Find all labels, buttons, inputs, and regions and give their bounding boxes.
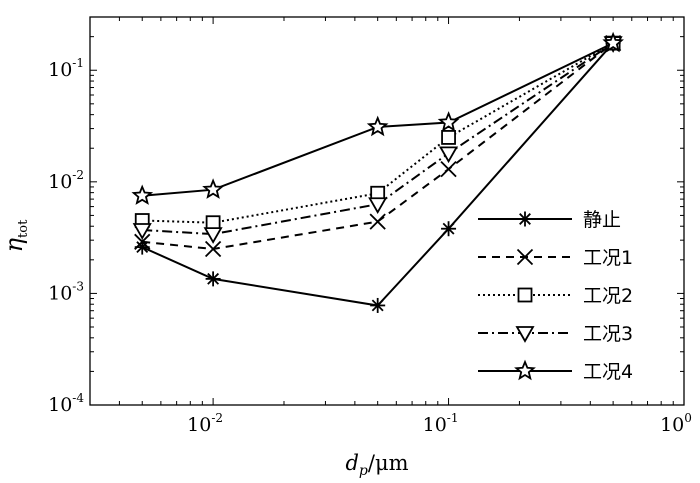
data-point <box>366 115 389 137</box>
legend-marker <box>517 211 533 227</box>
x-stroke <box>516 248 534 266</box>
data-point <box>134 233 151 250</box>
y-tick-label: 10-4 <box>48 391 84 416</box>
x-tick-label-exp: -2 <box>211 411 223 425</box>
data-point <box>202 178 225 199</box>
series-line <box>142 42 614 236</box>
x-tick-label-base: 10 <box>423 414 447 436</box>
y-tick-label: 10-1 <box>48 56 84 81</box>
x-axis-label: dp/μm <box>345 451 408 478</box>
x-axis-label-unit: /μm <box>368 451 409 475</box>
series-4 <box>132 36 623 244</box>
data-point <box>368 197 388 215</box>
data-point <box>439 146 459 164</box>
data-point <box>203 227 223 244</box>
x-axis-label-sub: p <box>359 463 368 478</box>
asterisk-stroke <box>442 222 455 235</box>
x-tick-label: 10-2 <box>187 411 223 436</box>
data-point <box>204 240 222 258</box>
square-shape <box>517 287 533 303</box>
x-stroke <box>440 160 457 178</box>
legend-item: 工况1 <box>478 247 633 269</box>
data-point <box>441 130 456 145</box>
series-group <box>131 31 624 313</box>
data-point <box>437 111 460 132</box>
y-tick-label-exp: -1 <box>72 56 84 70</box>
legend-label: 工况4 <box>583 361 633 383</box>
triangle-shape <box>515 326 535 343</box>
star-shape <box>437 111 460 132</box>
x-tick-label-exp: -1 <box>447 411 459 425</box>
legend-marker <box>514 359 536 381</box>
data-point <box>370 297 386 313</box>
triangle-shape <box>203 227 223 244</box>
x-tick-label: 10-1 <box>423 411 459 436</box>
x-stroke <box>134 233 151 250</box>
y-tick-label-exp: -2 <box>72 168 84 182</box>
series-2 <box>134 34 622 258</box>
y-tick-label: 10-3 <box>48 279 84 304</box>
y-axis-label-main: η <box>0 237 28 252</box>
y-tick-label-exp: -3 <box>72 279 84 293</box>
series-line <box>141 42 614 307</box>
y-tick-label-base: 10 <box>48 59 72 81</box>
y-axis-label-sub: tot <box>16 219 31 238</box>
x-tick-label-exp: 0 <box>684 411 692 425</box>
x-tick-label-base: 10 <box>187 414 211 436</box>
star-shape <box>131 184 154 205</box>
legend-marker <box>517 287 533 303</box>
legend-item: 工况3 <box>478 323 633 345</box>
legend-label: 静止 <box>583 209 621 231</box>
asterisk-stroke <box>207 272 220 285</box>
legend-item: 工况4 <box>478 359 633 383</box>
legend-item: 静止 <box>478 209 621 231</box>
asterisk-stroke <box>136 241 149 254</box>
legend-label: 工况3 <box>583 323 633 345</box>
legend-label: 工况2 <box>583 285 633 307</box>
legend-label: 工况1 <box>583 247 633 269</box>
y-tick-label-exp: -4 <box>72 391 84 405</box>
plot-frame <box>89 16 685 406</box>
y-tick-label-base: 10 <box>48 394 72 416</box>
square-shape <box>441 130 456 145</box>
x-stroke <box>204 240 222 258</box>
y-axis-label: ηtot <box>0 219 31 252</box>
x-stroke <box>369 213 386 230</box>
data-point <box>131 184 154 205</box>
data-point <box>205 271 221 287</box>
data-point <box>441 221 457 237</box>
star-shape <box>602 31 624 53</box>
asterisk-stroke <box>371 299 384 312</box>
data-point <box>369 213 386 230</box>
series-1 <box>134 35 621 313</box>
legend-marker <box>516 248 534 266</box>
star-shape <box>202 178 225 199</box>
legend-marker <box>515 326 535 343</box>
data-point <box>440 160 457 178</box>
x-tick-label-base: 10 <box>660 414 684 436</box>
star-shape <box>514 359 536 381</box>
data-point <box>132 223 152 240</box>
data-point <box>602 31 624 53</box>
y-tick-label-base: 10 <box>48 171 72 193</box>
asterisk-stroke <box>519 213 531 225</box>
star-shape <box>366 115 389 137</box>
triangle-shape <box>132 223 152 240</box>
y-tick-label-base: 10 <box>48 282 72 304</box>
series-5 <box>131 31 624 205</box>
x-tick-label: 100 <box>660 411 692 436</box>
triangle-shape <box>439 146 459 164</box>
triangle-shape <box>368 197 388 215</box>
x-axis-label-main: d <box>345 451 358 475</box>
y-tick-label: 10-2 <box>48 168 84 193</box>
legend-item: 工况2 <box>478 285 633 307</box>
series-line <box>142 42 614 224</box>
